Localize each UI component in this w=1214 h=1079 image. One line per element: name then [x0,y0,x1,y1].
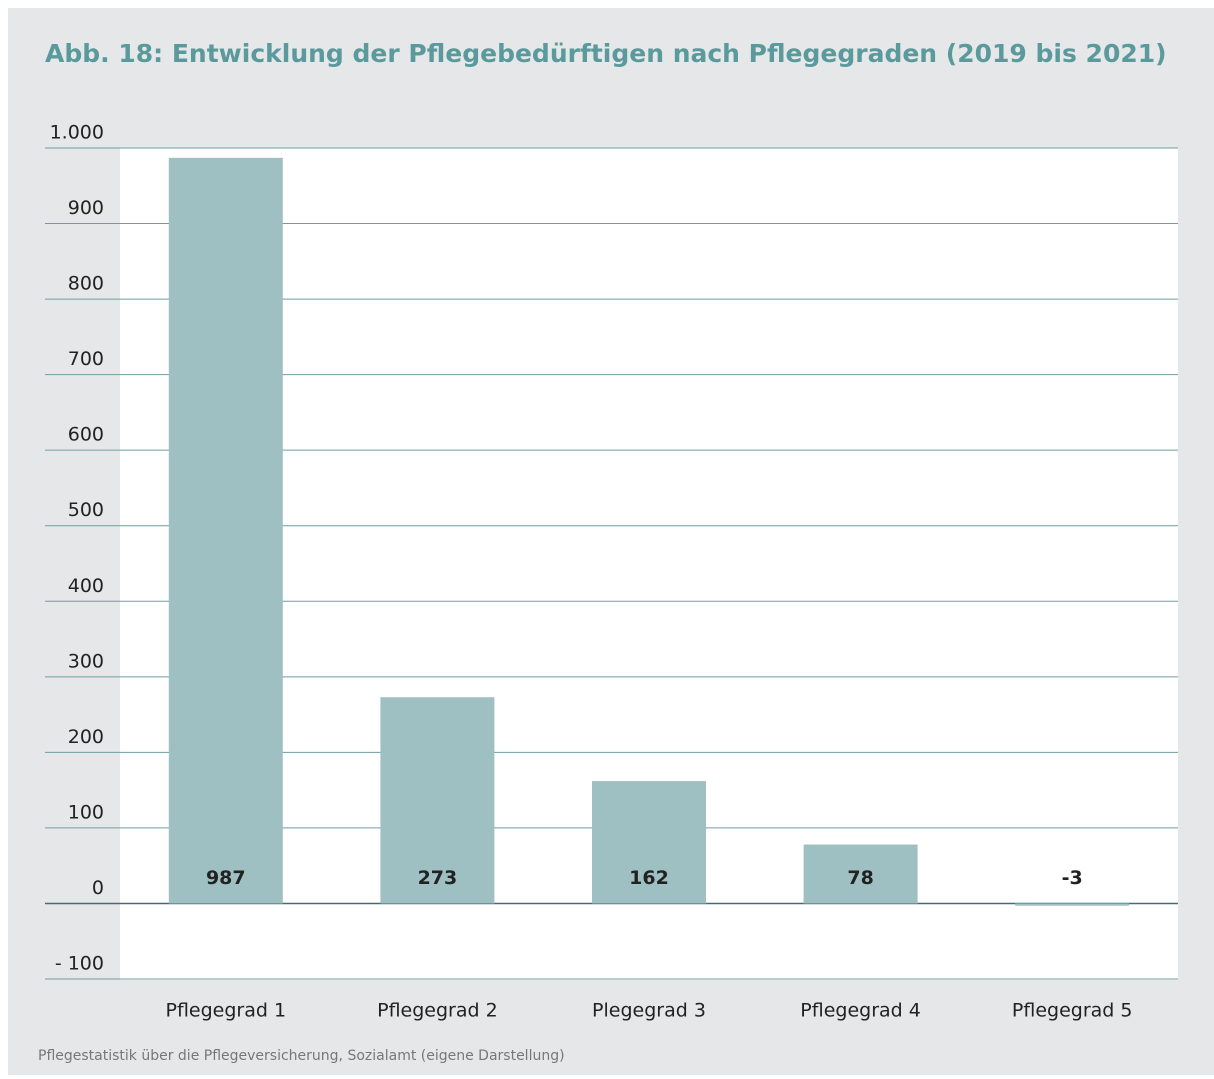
y-tick-label: 800 [68,273,104,295]
data-label: 78 [847,867,873,889]
y-tick-label: - 100 [55,953,104,975]
y-tick-label: 1.000 [50,122,104,144]
y-tick-label: 500 [68,499,104,521]
bar [1015,903,1130,906]
y-tick-label: 700 [68,348,104,370]
bar [803,844,918,904]
source-note: Pflegestatistik über die Pflegeversicher… [38,1048,565,1064]
data-label: 273 [418,867,458,889]
y-tick-label: 100 [68,801,104,823]
x-tick-label: Pflegegrad 1 [166,1000,287,1022]
y-tick-label: 400 [68,575,104,597]
data-label: 987 [206,867,246,889]
bar [592,781,706,904]
y-tick-label: 600 [68,424,104,446]
chart-title: Abb. 18: Entwicklung der Pflegebedürftig… [45,39,1167,68]
x-tick-label: Plegegrad 3 [592,1000,706,1022]
x-tick-label: Pflegegrad 2 [377,1000,498,1022]
y-tick-label: 0 [92,877,104,899]
y-tick-label: 300 [68,650,104,672]
y-tick-label: 200 [68,726,104,748]
y-tick-label: 900 [68,197,104,219]
x-tick-label: Pflegegrad 4 [800,1000,921,1022]
bar [380,697,495,904]
bar [168,157,283,904]
data-label: 162 [629,867,669,889]
x-tick-label: Pflegegrad 5 [1012,1000,1133,1022]
data-label: -3 [1062,867,1083,889]
